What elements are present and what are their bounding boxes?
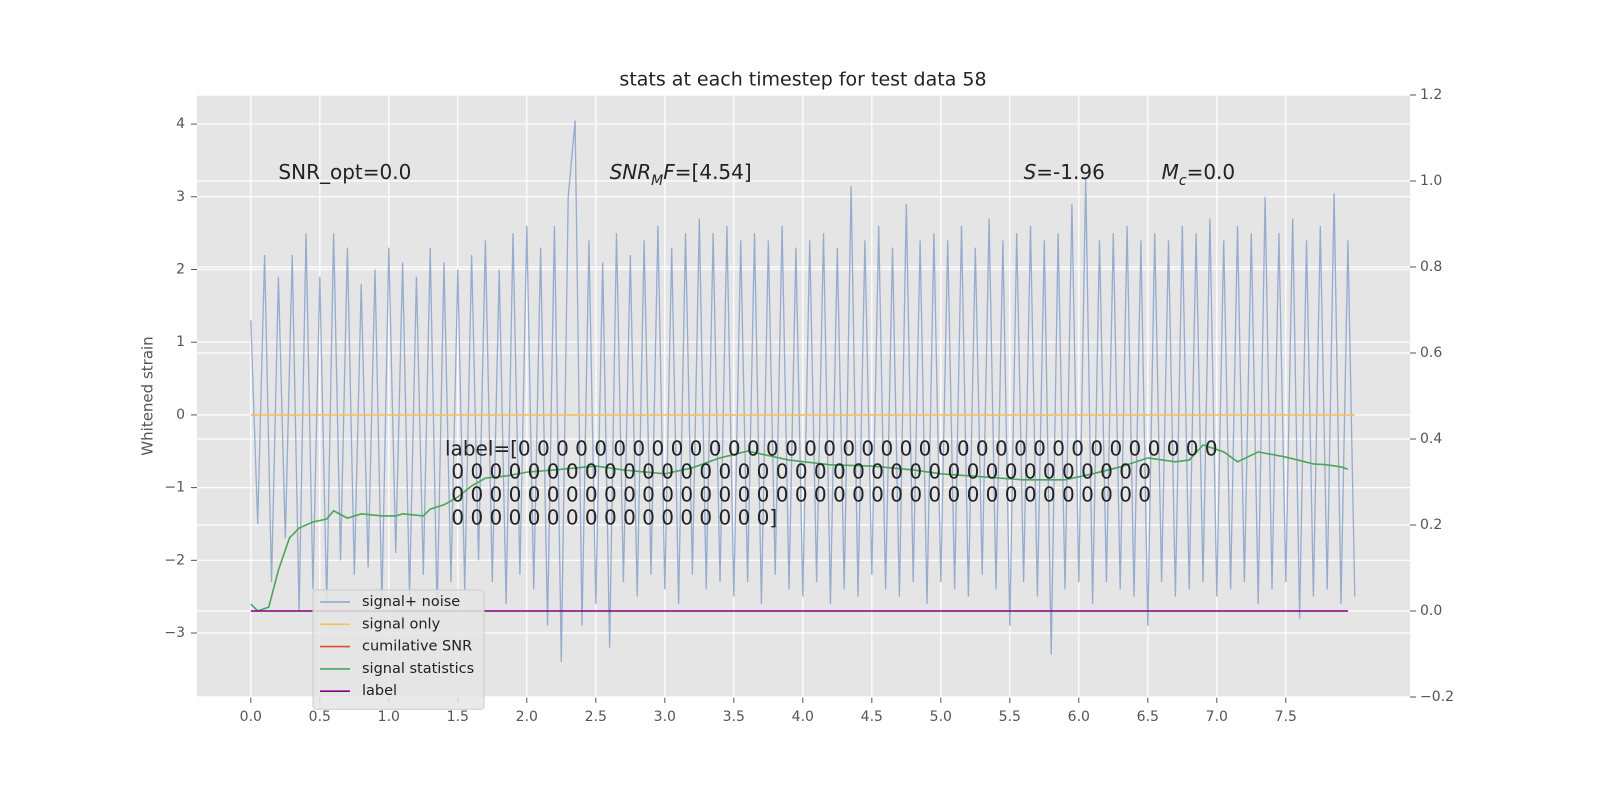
annotation: S=-1.96: [1024, 160, 1105, 184]
y-tick-label: 1: [176, 334, 185, 350]
y2-tick-label: 0.6: [1420, 345, 1442, 361]
x-tick-label: 0.5: [309, 709, 331, 725]
x-tick-label: 7.0: [1206, 709, 1228, 725]
y2-tick-label: 0.0: [1420, 603, 1442, 619]
x-tick-label: 2.0: [516, 709, 538, 725]
x-tick-label: 5.5: [999, 709, 1021, 725]
x-tick-label: 1.0: [378, 709, 400, 725]
annotation-part: SNR: [610, 160, 652, 184]
annotation: SNRMF=[4.54]: [610, 160, 752, 190]
x-tick-label: 1.5: [447, 709, 469, 725]
label-text: 0 0 0 0 0 0 0 0 0 0 0 0 0 0 0 0 0]: [445, 506, 777, 530]
series-line: [250, 444, 1349, 612]
legend-label: signal statistics: [362, 661, 474, 677]
x-tick-label: 7.5: [1275, 709, 1297, 725]
x-tick-label: 6.0: [1068, 709, 1090, 725]
annotation-part: =[4.54]: [675, 160, 752, 184]
annotation-part: c: [1179, 173, 1187, 189]
label-text: 0 0 0 0 0 0 0 0 0 0 0 0 0 0 0 0 0 0 0 0 …: [445, 460, 1151, 484]
x-tick-label: 3.5: [723, 709, 745, 725]
x-tick-label: 0.0: [240, 709, 262, 725]
legend-box: [312, 589, 485, 710]
y-tick-label: 0: [176, 407, 185, 423]
y2-tick-label: 1.0: [1420, 173, 1442, 189]
label-text: 0 0 0 0 0 0 0 0 0 0 0 0 0 0 0 0 0 0 0 0 …: [445, 483, 1151, 507]
y2-tick-label: 0.8: [1420, 259, 1442, 275]
y-tick-label: −1: [164, 480, 185, 496]
annotation: SNR_opt=0.0: [278, 160, 411, 184]
x-tick-label: 2.5: [585, 709, 607, 725]
annotation-part: F: [663, 160, 675, 184]
y2-tick-label: 1.2: [1420, 87, 1442, 103]
legend-label: signal only: [362, 616, 441, 632]
legend-label: label: [362, 683, 397, 699]
x-tick-label: 6.5: [1137, 709, 1159, 725]
x-tick-label: 4.5: [861, 709, 883, 725]
annotation-part: =-1.96: [1036, 160, 1105, 184]
legend-label: signal+ noise: [362, 594, 460, 610]
annotation-part: =0.0: [1187, 160, 1236, 184]
annotation-part: M: [1162, 160, 1179, 184]
y-tick-label: 4: [176, 116, 185, 132]
y-tick-label: 3: [176, 189, 185, 205]
y-axis-label: Whitened strain: [139, 336, 157, 455]
y-tick-label: −2: [164, 552, 185, 568]
y2-tick-label: 0.2: [1420, 517, 1442, 533]
x-tick-label: 5.0: [930, 709, 952, 725]
x-tick-label: 3.0: [654, 709, 676, 725]
x-tick-label: 4.0: [792, 709, 814, 725]
series-line: [250, 120, 1356, 663]
y-tick-label: 2: [176, 261, 185, 277]
annotation-part: S: [1024, 160, 1037, 184]
label-text: label=[0 0 0 0 0 0 0 0 0 0 0 0 0 0 0 0 0…: [445, 437, 1218, 461]
annotation-part: SNR_opt=0.0: [278, 160, 411, 184]
chart-title: stats at each timestep for test data 58: [619, 69, 986, 91]
legend-label: cumilative SNR: [362, 639, 472, 655]
annotation: Mc=0.0: [1162, 160, 1236, 190]
y-tick-label: −3: [164, 625, 185, 641]
y2-tick-label: −0.2: [1420, 689, 1454, 705]
y2-tick-label: 0.4: [1420, 431, 1442, 447]
annotation-part: M: [651, 173, 663, 189]
